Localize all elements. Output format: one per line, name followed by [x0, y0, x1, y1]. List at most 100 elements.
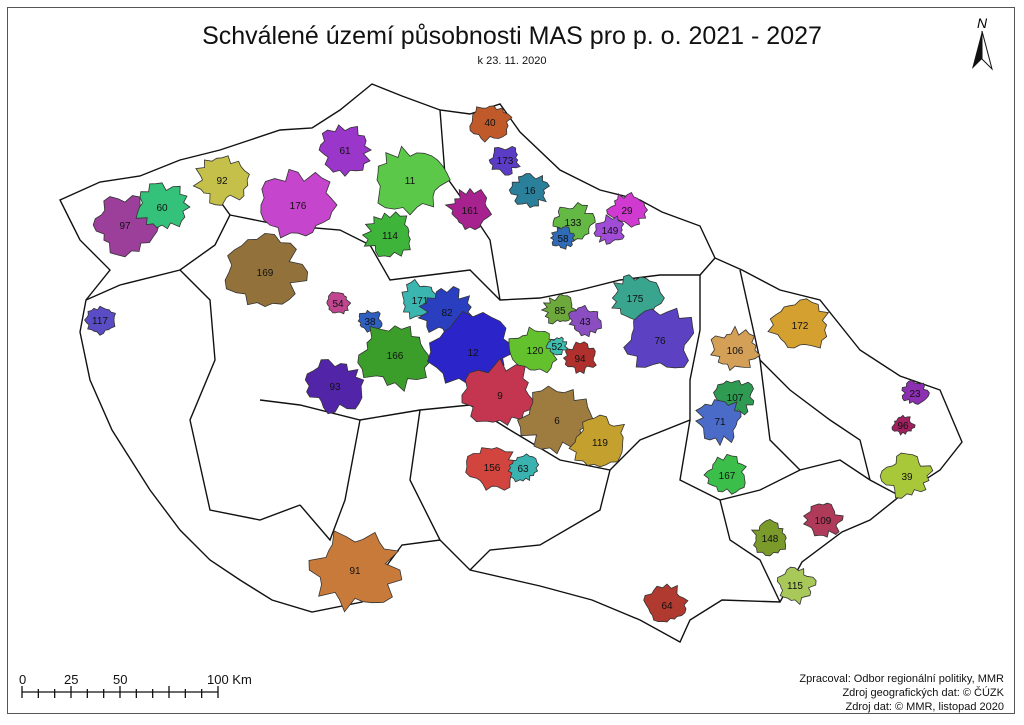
mas-region-shape [326, 291, 352, 315]
mas-region-label: 107 [727, 393, 744, 404]
kraj-border [409, 409, 441, 541]
mas-region-shape [304, 359, 365, 415]
mas-region-shape [192, 155, 250, 206]
mas-region-label: 38 [364, 317, 376, 328]
mas-region-label: 175 [627, 294, 644, 305]
mas-region-label: 173 [497, 156, 514, 167]
mas-region-label: 161 [462, 206, 479, 217]
mas-region-shape [549, 226, 576, 250]
mas-region-label: 58 [557, 234, 569, 245]
mas-region-label: 96 [897, 421, 909, 432]
mas-region-shape [776, 566, 817, 606]
mas-region-39: 39 [879, 452, 934, 499]
mas-region-shape [593, 214, 625, 245]
mas-region-60: 60 [135, 182, 191, 230]
kraj-border [759, 359, 801, 471]
north-label: N [976, 15, 988, 31]
mas-region-shape [135, 182, 191, 230]
mas-region-shape [623, 307, 695, 369]
mas-region-shape [461, 357, 536, 426]
mas-region-label: 115 [787, 581, 803, 592]
mas-region-23: 23 [901, 379, 930, 405]
mas-region-shape [879, 452, 934, 499]
mas-region-109: 109 [802, 502, 844, 538]
mas-region-label: 39 [901, 472, 913, 483]
mas-region-shape [901, 379, 930, 405]
mas-region-92: 92 [192, 155, 250, 206]
mas-region-11: 11 [376, 145, 451, 216]
north-arrow-icon [972, 30, 993, 71]
mas-region-label: 11 [405, 176, 416, 187]
mas-region-shape [357, 325, 430, 393]
mas-region-label: 71 [714, 417, 726, 428]
mas-region-label: 64 [661, 601, 673, 612]
mas-region-63: 63 [507, 453, 540, 483]
mas-region-label: 76 [654, 336, 666, 347]
mas-region-shape [308, 530, 403, 613]
mas-region-93: 93 [304, 359, 365, 415]
mas-region-shape [507, 453, 540, 483]
scale-bar [21, 686, 219, 698]
mas-region-shape [703, 453, 747, 495]
mas-region-label: 97 [119, 221, 131, 232]
mas-region-label: 156 [484, 463, 501, 474]
mas-region-label: 54 [332, 299, 344, 310]
mas-region-shape [568, 414, 626, 468]
scale-label-50: 50 [113, 672, 128, 687]
mas-region-label: 106 [727, 346, 744, 357]
scale-label-25: 25 [64, 672, 79, 687]
mas-region-label: 23 [909, 389, 921, 400]
mas-region-label: 9 [497, 391, 503, 402]
mas-region-label: 61 [339, 146, 351, 157]
mas-region-shape [260, 168, 338, 239]
mas-region-96: 96 [891, 414, 916, 436]
kraj-border [299, 419, 361, 542]
mas-region-shape [84, 305, 116, 336]
mas-region-shape [767, 298, 830, 349]
mas-region-label: 167 [719, 471, 736, 482]
mas-region-label: 109 [815, 516, 832, 527]
mas-region-shape [545, 336, 568, 356]
mas-region-148: 148 [750, 518, 787, 557]
mas-region-shape [891, 414, 916, 436]
mas-region-shape [562, 341, 597, 375]
mas-region-176: 176 [260, 168, 338, 239]
mas-region-shape [710, 325, 761, 372]
mas-region-117: 117 [84, 305, 116, 336]
mas-region-label: 120 [527, 346, 544, 357]
mas-region-shape [540, 293, 578, 325]
mas-region-71: 71 [695, 399, 742, 447]
mas-region-169: 169 [224, 232, 309, 308]
mas-region-64: 64 [643, 583, 689, 623]
mas-region-shape [568, 304, 602, 338]
mas-region-label: 43 [579, 317, 591, 328]
mas-region-label: 52 [551, 342, 563, 353]
mas-region-label: 82 [441, 308, 453, 319]
credit-line: Zdroj dat: © MMR, listopad 2020 [845, 701, 1004, 713]
mas-region-58: 58 [549, 226, 576, 250]
map-subtitle: k 23. 11. 2020 [477, 55, 547, 67]
mas-region-shape [695, 399, 742, 447]
mas-region-120: 120 [508, 326, 561, 374]
mas-region-shape [643, 583, 689, 623]
mas-region-label: 93 [329, 382, 341, 393]
kraj-border [719, 499, 781, 603]
mas-region-label: 169 [257, 268, 274, 279]
mas-region-shape [713, 379, 755, 417]
mas-region-label: 63 [517, 464, 529, 475]
kraj-border [739, 269, 871, 481]
mas-region-label: 119 [592, 438, 608, 449]
kraj-border [469, 469, 611, 571]
mas-region-91: 91 [308, 530, 403, 613]
mas-region-85: 85 [540, 293, 578, 325]
mas-region-94: 94 [562, 341, 597, 375]
mas-region-107: 107 [713, 379, 755, 417]
mas-region-61: 61 [318, 124, 372, 177]
mas-region-shape [224, 232, 309, 308]
map-frame [7, 7, 1015, 714]
mas-region-label: 60 [156, 203, 168, 214]
mas-region-shape [802, 502, 844, 538]
north-arrow: N [968, 15, 996, 76]
mas-region-label: 133 [565, 218, 582, 229]
